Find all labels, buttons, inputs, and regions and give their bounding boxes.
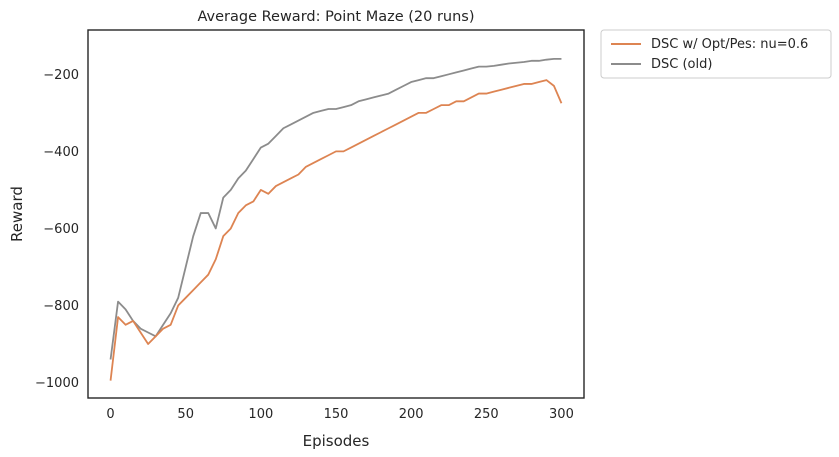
y-tick-label: −600 <box>43 222 79 237</box>
legend: DSC w/ Opt/Pes: nu=0.6 DSC (old) <box>600 29 832 79</box>
plot-frame <box>87 29 585 399</box>
x-tick-label: 150 <box>324 407 349 422</box>
series-line <box>109 58 562 360</box>
x-tick-label: 250 <box>474 407 499 422</box>
x-tick-label: 300 <box>549 407 574 422</box>
chart-title: Average Reward: Point Maze (20 runs) <box>197 9 474 25</box>
y-tick-label: −800 <box>43 299 79 314</box>
x-tick-label: 200 <box>399 407 424 422</box>
y-axis-ticks: −1000 −800 −600 −400 −200 <box>35 68 79 391</box>
x-tick-label: 100 <box>248 407 273 422</box>
legend-box <box>600 29 832 79</box>
y-tick-label: −200 <box>43 68 79 83</box>
y-tick-label: −1000 <box>35 376 79 391</box>
y-axis-label: Reward <box>8 186 26 242</box>
plot-lines <box>109 58 563 381</box>
x-axis-ticks: 0 50 100 150 200 250 300 <box>106 407 573 422</box>
x-tick-label: 50 <box>177 407 194 422</box>
legend-label-dsc-old: DSC (old) <box>651 57 712 72</box>
x-axis-label: Episodes <box>303 432 370 450</box>
x-tick-label: 0 <box>106 407 114 422</box>
legend-label-dsc-opt-pes: DSC w/ Opt/Pes: nu=0.6 <box>651 37 808 52</box>
series-line <box>109 79 563 381</box>
y-tick-label: −400 <box>43 145 79 160</box>
